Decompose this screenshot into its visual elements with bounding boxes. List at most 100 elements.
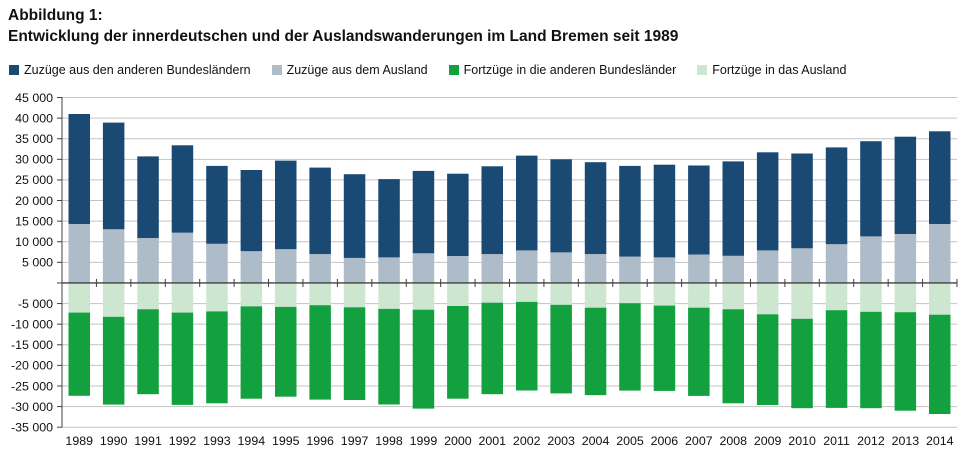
bar-1995-fortzuege-bundeslaender bbox=[275, 306, 297, 397]
bar-2001-fortzuege-ausland bbox=[481, 283, 503, 303]
bar-2013-fortzuege-ausland bbox=[894, 283, 917, 313]
bar-1991-fortzuege-ausland bbox=[137, 283, 159, 310]
bar-1990-zuzuege-ausland bbox=[102, 229, 125, 283]
bar-2011-fortzuege-ausland bbox=[825, 283, 848, 311]
bar-2014-zuzuege-ausland bbox=[929, 224, 951, 283]
legend-label: Fortzüge in das Ausland bbox=[712, 63, 847, 77]
bar-2013-fortzuege-bundeslaender bbox=[894, 312, 917, 411]
bar-1999-fortzuege-bundeslaender bbox=[412, 309, 435, 409]
bar-2005-zuzuege-ausland bbox=[619, 256, 641, 283]
bar-2002-fortzuege-ausland bbox=[516, 283, 538, 302]
bar-1990-fortzuege-bundeslaender bbox=[102, 316, 125, 405]
bar-2008-fortzuege-bundeslaender bbox=[722, 309, 744, 404]
bar-2004-zuzuege-ausland bbox=[584, 254, 607, 283]
bar-1989-zuzuege-ausland bbox=[68, 224, 90, 283]
bar-2004-fortzuege-ausland bbox=[584, 283, 607, 308]
y-axis-label: -25 000 bbox=[11, 379, 53, 393]
bar-2007-zuzuege-bundeslaender bbox=[688, 165, 710, 255]
bar-2000-zuzuege-bundeslaender bbox=[447, 173, 469, 257]
bar-1996-zuzuege-bundeslaender bbox=[309, 167, 331, 255]
y-axis-label: -15 000 bbox=[11, 338, 53, 352]
x-axis-label: 1998 bbox=[375, 434, 403, 448]
bar-1999-zuzuege-ausland bbox=[412, 253, 435, 283]
x-axis-label: 1993 bbox=[203, 434, 231, 448]
bar-2007-zuzuege-ausland bbox=[688, 254, 710, 283]
legend-swatch-lightgreen bbox=[697, 65, 708, 75]
x-axis-label: 1992 bbox=[169, 434, 197, 448]
bar-1991-fortzuege-bundeslaender bbox=[137, 309, 159, 395]
bar-2012-zuzuege-ausland bbox=[860, 236, 882, 283]
y-axis-label: 20 000 bbox=[15, 194, 53, 208]
bar-1993-zuzuege-bundeslaender bbox=[206, 165, 228, 244]
bar-1992-fortzuege-bundeslaender bbox=[171, 312, 194, 405]
bar-2002-zuzuege-ausland bbox=[516, 250, 538, 283]
bar-1996-fortzuege-ausland bbox=[309, 283, 331, 306]
x-axis-label: 1990 bbox=[100, 434, 128, 448]
x-axis-label: 2004 bbox=[582, 434, 610, 448]
bar-1990-fortzuege-ausland bbox=[102, 283, 125, 317]
x-axis-label: 1995 bbox=[272, 434, 300, 448]
x-axis-label: 2001 bbox=[478, 434, 506, 448]
y-axis-label: 10 000 bbox=[15, 235, 53, 249]
bar-1996-fortzuege-bundeslaender bbox=[309, 305, 331, 400]
bar-1998-zuzuege-bundeslaender bbox=[378, 179, 400, 258]
bar-2011-fortzuege-bundeslaender bbox=[825, 310, 848, 408]
bar-1991-zuzuege-bundeslaender bbox=[137, 156, 159, 238]
bar-2003-zuzuege-ausland bbox=[550, 252, 572, 283]
x-axis-label: 2003 bbox=[547, 434, 575, 448]
bar-1995-zuzuege-bundeslaender bbox=[275, 160, 297, 250]
bar-1997-zuzuege-bundeslaender bbox=[343, 174, 366, 258]
bar-2009-fortzuege-bundeslaender bbox=[756, 314, 779, 405]
bar-2007-fortzuege-bundeslaender bbox=[688, 307, 710, 396]
bar-2014-zuzuege-bundeslaender bbox=[929, 131, 951, 224]
legend-label: Zuzüge aus dem Ausland bbox=[286, 63, 428, 77]
bar-1997-fortzuege-ausland bbox=[343, 283, 366, 308]
bar-2011-zuzuege-ausland bbox=[825, 244, 848, 283]
bar-1999-fortzuege-ausland bbox=[412, 283, 435, 310]
bar-2004-zuzuege-bundeslaender bbox=[584, 162, 607, 255]
bar-2005-zuzuege-bundeslaender bbox=[619, 165, 641, 257]
bar-1994-fortzuege-ausland bbox=[240, 283, 263, 307]
legend-item-zuzuege-bundeslaender: Zuzüge aus den anderen Bundesländern bbox=[9, 63, 251, 77]
y-axis-label: 30 000 bbox=[15, 153, 53, 167]
x-axis-label: 2013 bbox=[892, 434, 920, 448]
bar-2010-zuzuege-ausland bbox=[791, 248, 813, 283]
y-axis-label: 5 000 bbox=[22, 256, 53, 270]
bar-2005-fortzuege-bundeslaender bbox=[619, 303, 641, 391]
y-axis-label: 35 000 bbox=[15, 132, 53, 146]
x-axis-label: 2009 bbox=[754, 434, 782, 448]
bar-1994-zuzuege-bundeslaender bbox=[240, 170, 263, 252]
x-axis-label: 1994 bbox=[238, 434, 266, 448]
bar-1992-fortzuege-ausland bbox=[171, 283, 194, 313]
x-axis-label: 2005 bbox=[616, 434, 644, 448]
bar-1997-fortzuege-bundeslaender bbox=[343, 307, 366, 400]
bar-2007-fortzuege-ausland bbox=[688, 283, 710, 308]
bar-2010-fortzuege-bundeslaender bbox=[791, 318, 813, 409]
x-axis-label: 2012 bbox=[857, 434, 885, 448]
bar-1994-zuzuege-ausland bbox=[240, 251, 263, 283]
x-axis-label: 2014 bbox=[926, 434, 954, 448]
bar-2000-zuzuege-ausland bbox=[447, 256, 469, 283]
legend-item-fortzuege-bundeslaender: Fortzüge in die anderen Bundesländer bbox=[448, 63, 677, 77]
y-axis-label: 25 000 bbox=[15, 173, 53, 187]
x-axis-label: 2010 bbox=[788, 434, 816, 448]
figure-title: Entwicklung der innerdeutschen und der A… bbox=[8, 28, 679, 45]
legend-item-zuzuege-ausland: Zuzüge aus dem Ausland bbox=[271, 63, 428, 77]
figure-label: Abbildung 1: bbox=[8, 7, 103, 24]
bar-1997-zuzuege-ausland bbox=[343, 257, 366, 283]
bar-2003-fortzuege-bundeslaender bbox=[550, 304, 572, 394]
y-axis-label: 45 000 bbox=[15, 91, 53, 105]
legend-label: Fortzüge in die anderen Bundesländer bbox=[463, 63, 677, 77]
bar-2003-fortzuege-ausland bbox=[550, 283, 572, 305]
bar-2006-zuzuege-bundeslaender bbox=[653, 164, 676, 258]
bar-1991-zuzuege-ausland bbox=[137, 238, 159, 283]
x-axis-label: 1989 bbox=[65, 434, 93, 448]
bar-2009-zuzuege-bundeslaender bbox=[756, 152, 779, 251]
x-axis-label: 2008 bbox=[719, 434, 747, 448]
x-axis-label: 1996 bbox=[306, 434, 334, 448]
legend-swatch-gray bbox=[271, 65, 282, 75]
x-axis-label: 1997 bbox=[341, 434, 369, 448]
x-axis-label: 2002 bbox=[513, 434, 541, 448]
